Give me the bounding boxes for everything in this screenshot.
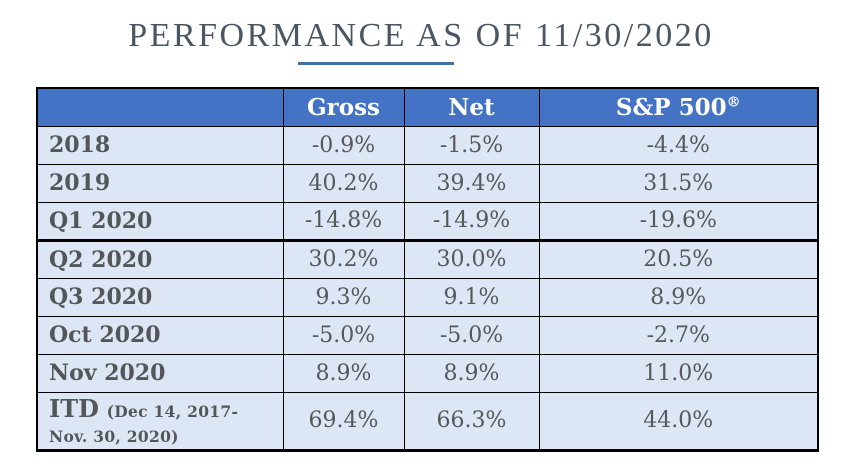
- net-value: -1.5%: [403, 125, 540, 165]
- gross-value: 40.2%: [282, 163, 405, 203]
- sp500-value: 11.0%: [538, 353, 819, 393]
- gross-value: 9.3%: [282, 277, 405, 317]
- table-row-itd: ITD (Dec 14, 2017- Nov. 30, 2020) 69.4% …: [36, 391, 819, 451]
- table-row-q1-2020: Q1 2020 -14.8% -14.9% -19.6%: [36, 201, 819, 241]
- row-label: Oct 2020: [36, 315, 284, 355]
- itd-label: ITD: [49, 393, 99, 423]
- table-row-q3-2020: Q3 2020 9.3% 9.1% 8.9%: [36, 277, 819, 317]
- header-gross: Gross: [282, 87, 405, 127]
- row-label: 2019: [36, 163, 284, 203]
- sp500-value: 8.9%: [538, 277, 819, 317]
- net-value: 8.9%: [403, 353, 540, 393]
- table-row-oct-2020: Oct 2020 -5.0% -5.0% -2.7%: [36, 315, 819, 355]
- row-label: Nov 2020: [36, 353, 284, 393]
- gross-value: -14.8%: [282, 201, 405, 241]
- net-value: 66.3%: [403, 391, 540, 451]
- net-value: 39.4%: [403, 163, 540, 203]
- net-value: 9.1%: [403, 277, 540, 317]
- row-label: Q3 2020: [36, 277, 284, 317]
- gross-value: 30.2%: [282, 238, 405, 279]
- sp500-value: 44.0%: [538, 391, 819, 451]
- net-value: -5.0%: [403, 315, 540, 355]
- table-header-row: Gross Net S&P 500®: [36, 87, 819, 127]
- table-row-q2-2020: Q2 2020 30.2% 30.0% 20.5%: [36, 238, 819, 279]
- net-value: -14.9%: [403, 201, 540, 241]
- itd-date-range-line1: (Dec 14, 2017-: [106, 401, 239, 421]
- row-label: 2018: [36, 125, 284, 165]
- gross-value: 69.4%: [282, 391, 405, 451]
- sp500-label: S&P 500: [615, 93, 727, 121]
- gross-value: 8.9%: [282, 353, 405, 393]
- row-label-itd: ITD (Dec 14, 2017- Nov. 30, 2020): [36, 391, 284, 451]
- performance-table: Gross Net S&P 500® 2018 -0.9% -1.5% -4.4…: [36, 87, 819, 452]
- gross-value: -5.0%: [282, 315, 405, 355]
- sp500-value: -4.4%: [538, 125, 819, 165]
- table-row-2019: 2019 40.2% 39.4% 31.5%: [36, 163, 819, 203]
- page-title: PERFORMANCE AS OF 11/30/2020: [128, 17, 714, 54]
- itd-date-range-line2: Nov. 30, 2020): [49, 426, 179, 446]
- header-sp500: S&P 500®: [538, 87, 819, 127]
- sp500-value: -2.7%: [538, 315, 819, 355]
- sp500-value: -19.6%: [538, 201, 819, 241]
- gross-value: -0.9%: [282, 125, 405, 165]
- sp500-value: 20.5%: [538, 238, 819, 279]
- header-net: Net: [403, 87, 540, 127]
- net-value: 30.0%: [403, 238, 540, 279]
- table-row-nov-2020: Nov 2020 8.9% 8.9% 11.0%: [36, 353, 819, 393]
- row-label: Q2 2020: [36, 238, 284, 279]
- row-label: Q1 2020: [36, 201, 284, 241]
- sp500-value: 31.5%: [538, 163, 819, 203]
- table-row-2018: 2018 -0.9% -1.5% -4.4%: [36, 125, 819, 165]
- title-underline: [298, 62, 454, 65]
- registered-trademark-symbol: ®: [726, 94, 741, 111]
- header-blank-cell: [36, 87, 284, 127]
